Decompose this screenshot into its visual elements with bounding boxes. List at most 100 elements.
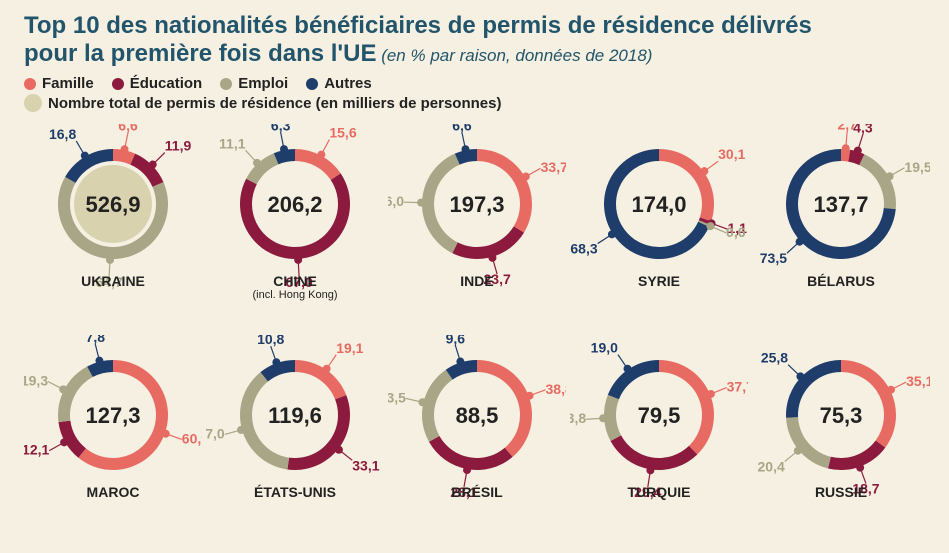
- val-education: 4,3: [853, 124, 873, 135]
- country-name: INDE: [460, 273, 493, 289]
- center-total: 119,6: [268, 403, 322, 428]
- legend-famille: Famille: [24, 75, 94, 92]
- country-name: TURQUIE: [628, 484, 691, 500]
- pointer-famille: [526, 392, 534, 400]
- country-name: BÉLARUS: [807, 273, 875, 289]
- pointer-education: [488, 254, 496, 262]
- center-total: 75,3: [820, 403, 863, 428]
- seg-famille: [477, 149, 532, 233]
- seg-education: [429, 436, 513, 470]
- country-name: MAROC: [87, 484, 140, 500]
- pointer-famille: [323, 365, 331, 373]
- legend-dot-emploi: [220, 78, 232, 90]
- pointer-famille: [700, 167, 708, 175]
- val-autres: 73,5: [760, 250, 787, 266]
- pointer-autres: [280, 145, 288, 153]
- country-name: BRÉSIL: [451, 484, 502, 500]
- center-total: 127,3: [85, 403, 140, 428]
- val-famille: 30,1: [718, 146, 745, 162]
- center-total: 174,0: [631, 192, 686, 217]
- pointer-emploi: [106, 256, 114, 264]
- pointer-autres: [456, 358, 464, 366]
- donut-chine: 206,215,667,011,16,3CHINE(incl. Hong Kon…: [206, 124, 384, 329]
- legend: Famille Éducation Emploi Autres Nombre t…: [24, 75, 925, 112]
- seg-emploi: [246, 153, 278, 184]
- val-emploi: 23,5: [388, 390, 406, 406]
- seg-education: [828, 441, 885, 471]
- donut-maroc: 127,360,912,119,37,8MAROC: [24, 335, 202, 540]
- pointer-autres: [623, 365, 631, 373]
- val-education: 11,9: [165, 138, 192, 154]
- legend-autres: Autres: [306, 75, 372, 92]
- pointer-famille: [522, 173, 530, 181]
- pointer-autres: [272, 358, 280, 366]
- pointer-emploi: [599, 414, 607, 422]
- val-emploi: 19,3: [24, 373, 48, 389]
- val-emploi: 36,0: [388, 193, 404, 209]
- center-total: 206,2: [267, 192, 322, 217]
- pointer-famille: [707, 390, 715, 398]
- legend-total: Nombre total de permis de résidence (en …: [24, 94, 501, 112]
- pointer-famille: [842, 144, 850, 152]
- seg-emploi: [422, 370, 453, 442]
- country-name: CHINE: [273, 273, 317, 289]
- donut-turquie: 79,537,729,413,819,0TURQUIE: [570, 335, 748, 540]
- pointer-autres: [796, 373, 804, 381]
- pointer-emploi: [706, 222, 714, 230]
- val-emploi: 19,5: [904, 159, 930, 175]
- legend-dot-autres: [306, 78, 318, 90]
- val-autres: 9,6: [446, 335, 466, 346]
- legend-dot-famille: [24, 78, 36, 90]
- val-famille: 33,7: [541, 159, 566, 175]
- legend-education: Éducation: [112, 75, 203, 92]
- donut-grid: 526,96,611,964,716,8UKRAINE206,215,667,0…: [24, 124, 925, 540]
- center-total: 526,9: [85, 192, 140, 217]
- donut-brésil: 88,538,828,123,59,6BRÉSIL: [388, 335, 566, 540]
- val-education: 33,1: [352, 457, 379, 473]
- country-name: RUSSIE: [815, 484, 867, 500]
- pointer-education: [856, 464, 864, 472]
- center-total: 137,7: [813, 192, 868, 217]
- pointer-education: [294, 256, 302, 264]
- donut-inde: 197,333,723,736,06,6INDE: [388, 124, 566, 329]
- pointer-emploi: [418, 398, 426, 406]
- pointer-emploi: [417, 199, 425, 207]
- val-famille: 35,1: [906, 373, 930, 389]
- val-famille: 37,7: [727, 379, 748, 395]
- pointer-education: [149, 161, 157, 169]
- pointer-emploi: [59, 386, 67, 394]
- pointer-education: [463, 466, 471, 474]
- country-name: UKRAINE: [81, 273, 145, 289]
- donut-russie: 75,335,118,720,425,8RUSSIE: [752, 335, 930, 540]
- pointer-education: [60, 439, 68, 447]
- val-emploi: 11,1: [219, 136, 246, 152]
- val-emploi: 37,0: [206, 426, 225, 442]
- pointer-emploi: [237, 426, 245, 434]
- pointer-education: [335, 446, 343, 454]
- donut-syrie: 174,030,11,10,668,3SYRIE: [570, 124, 748, 329]
- pointer-famille: [317, 151, 325, 159]
- pointer-autres: [461, 145, 469, 153]
- val-emploi: 13,8: [570, 410, 586, 426]
- val-emploi: 0,6: [726, 224, 746, 240]
- val-autres: 10,8: [257, 335, 284, 347]
- val-education: 12,1: [24, 442, 50, 458]
- center-total: 79,5: [638, 403, 681, 428]
- val-famille: 6,6: [118, 124, 138, 134]
- legend-emploi: Emploi: [220, 75, 288, 92]
- legend-dot-total: [24, 94, 42, 112]
- pointer-famille: [887, 386, 895, 394]
- pointer-education: [854, 147, 862, 155]
- center-total: 197,3: [449, 192, 504, 217]
- country-name: ÉTATS-UNIS: [254, 484, 336, 500]
- subtitle: (en % par raison, données de 2018): [376, 46, 652, 65]
- donut-états-unis: 119,6 19,1 33,1 37,0 10,8 ÉTATS-UNIS: [206, 335, 384, 540]
- pointer-autres: [81, 152, 89, 160]
- val-autres: 6,6: [452, 124, 472, 134]
- val-autres: 19,0: [591, 340, 618, 356]
- pointer-emploi: [794, 447, 802, 455]
- pointer-autres: [95, 357, 103, 365]
- val-autres: 6,3: [271, 124, 291, 133]
- legend-dot-education: [112, 78, 124, 90]
- val-famille: 19,1: [336, 340, 363, 356]
